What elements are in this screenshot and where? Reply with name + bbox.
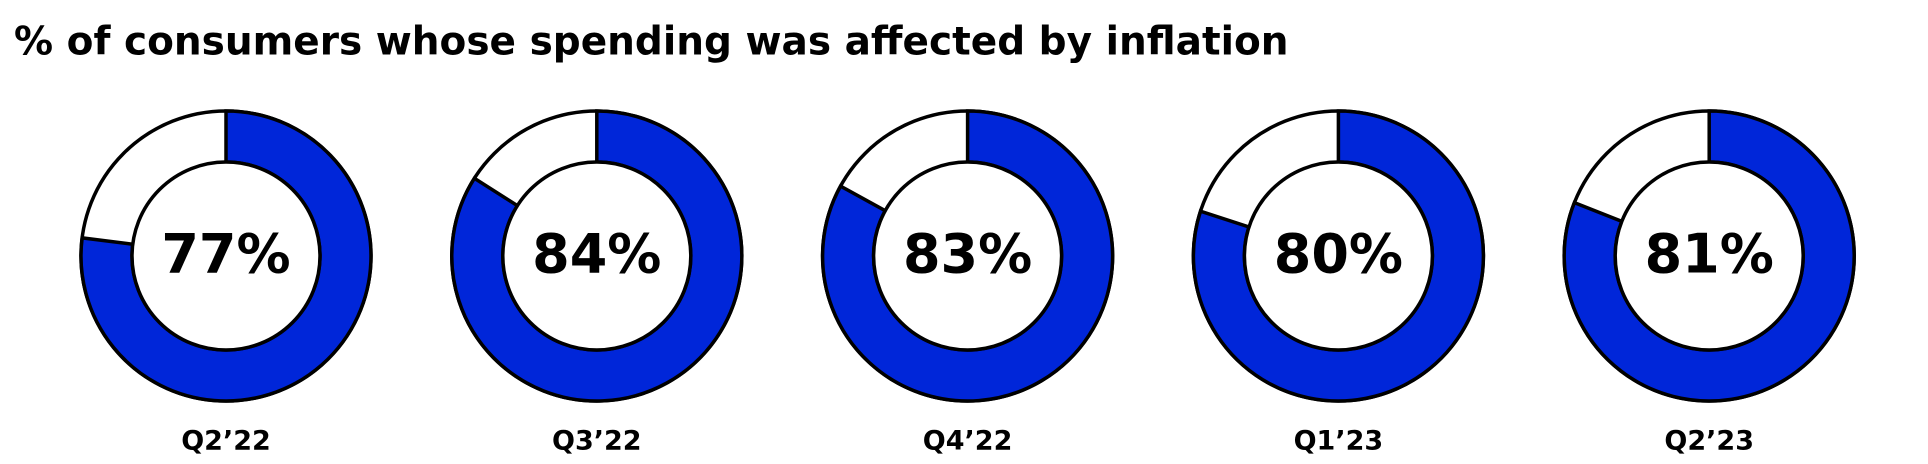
value-label: 84% <box>532 223 661 286</box>
value-label: 77% <box>161 223 290 286</box>
category-label: Q3’22 <box>552 426 642 457</box>
donut-hole <box>871 160 1064 352</box>
value-label: 81% <box>1645 223 1774 286</box>
category-label: Q2’23 <box>1664 426 1754 457</box>
donut-hole <box>130 160 322 352</box>
donut-hole <box>1613 160 1805 352</box>
category-label: Q4’22 <box>923 426 1013 457</box>
donut-hole <box>501 160 693 352</box>
value-label: 80% <box>1274 223 1403 286</box>
chart-title: % of consumers whose spending was affect… <box>14 20 1289 65</box>
category-label: Q2’22 <box>181 426 271 457</box>
value-label: 83% <box>903 223 1032 286</box>
donut-hole <box>1242 160 1435 352</box>
category-label: Q1’23 <box>1294 426 1384 457</box>
